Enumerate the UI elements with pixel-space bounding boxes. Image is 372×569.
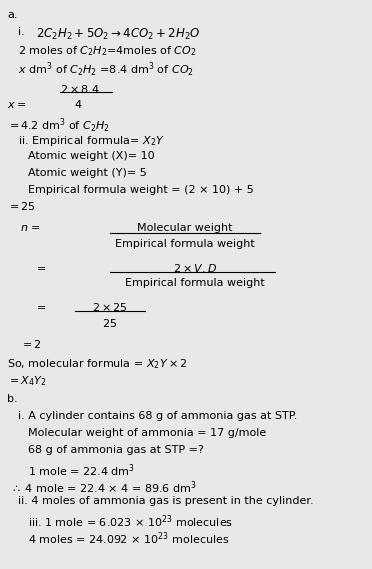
Text: $=$: $=$ (34, 262, 46, 272)
Text: $2C_2H_2 + 5O_2 \rightarrow 4CO_2 + 2H_2O$: $2C_2H_2 + 5O_2 \rightarrow 4CO_2 + 2H_2… (36, 27, 201, 42)
Text: $\therefore$ 4 mole = 22.4 × 4 = 89.6 dm$^3$: $\therefore$ 4 mole = 22.4 × 4 = 89.6 dm… (10, 479, 197, 496)
Text: $x$ dm$^3$ of $C_2H_2$ =8.4 dm$^3$ of $CO_2$: $x$ dm$^3$ of $C_2H_2$ =8.4 dm$^3$ of $C… (18, 61, 194, 80)
Text: Empirical formula weight: Empirical formula weight (115, 239, 255, 249)
Text: i. A cylinder contains 68 g of ammonia gas at STP.: i. A cylinder contains 68 g of ammonia g… (18, 411, 297, 421)
Text: 1 mole = 22.4 dm$^3$: 1 mole = 22.4 dm$^3$ (28, 462, 135, 479)
Text: So, molecular formula = $X_2Y\times2$: So, molecular formula = $X_2Y\times2$ (7, 357, 187, 371)
Text: $= X_4Y_2$: $= X_4Y_2$ (7, 374, 46, 388)
Text: Empirical formula weight = (2 × 10) + 5: Empirical formula weight = (2 × 10) + 5 (28, 185, 254, 195)
Text: Empirical formula weight: Empirical formula weight (125, 278, 265, 288)
Text: $25$: $25$ (102, 317, 118, 329)
Text: ii. 4 moles of ammonia gas is present in the cylinder.: ii. 4 moles of ammonia gas is present in… (18, 496, 314, 506)
Text: $x=$: $x=$ (7, 100, 26, 110)
Text: Molecular weight of ammonia = 17 g/mole: Molecular weight of ammonia = 17 g/mole (28, 428, 266, 438)
Text: 4 moles = 24.092 × $10^{23}$ molecules: 4 moles = 24.092 × $10^{23}$ molecules (28, 530, 230, 547)
Text: Atomic weight (Y)= 5: Atomic weight (Y)= 5 (28, 168, 147, 178)
Text: 2 moles of $C_2H_2$=4moles of $CO_2$: 2 moles of $C_2H_2$=4moles of $CO_2$ (18, 44, 197, 58)
Text: Atomic weight (X)= 10: Atomic weight (X)= 10 (28, 151, 155, 161)
Text: $n$ =: $n$ = (20, 223, 41, 233)
Text: $= 2$: $= 2$ (20, 338, 42, 350)
Text: Molecular weight: Molecular weight (137, 223, 233, 233)
Text: $=25$: $=25$ (7, 200, 36, 212)
Text: b.: b. (7, 394, 17, 404)
Text: $2\times 25$: $2\times 25$ (92, 301, 128, 313)
Text: $=$: $=$ (34, 301, 46, 311)
Text: iii. 1 mole = 6.023 × $10^{23}$ molecules: iii. 1 mole = 6.023 × $10^{23}$ molecule… (28, 513, 233, 530)
Text: ii. Empirical formula= $X_2Y$: ii. Empirical formula= $X_2Y$ (18, 134, 165, 148)
Text: i.: i. (18, 27, 25, 37)
Text: a.: a. (7, 10, 17, 20)
Text: $=4.2$ dm$^3$ of $C_2H_2$: $=4.2$ dm$^3$ of $C_2H_2$ (7, 117, 110, 135)
Text: $2\times8.4$: $2\times8.4$ (60, 83, 100, 95)
Text: $2\times V.D$: $2\times V.D$ (173, 262, 217, 274)
Text: $4$: $4$ (74, 98, 83, 110)
Text: 68 g of ammonia gas at STP =?: 68 g of ammonia gas at STP =? (28, 445, 204, 455)
